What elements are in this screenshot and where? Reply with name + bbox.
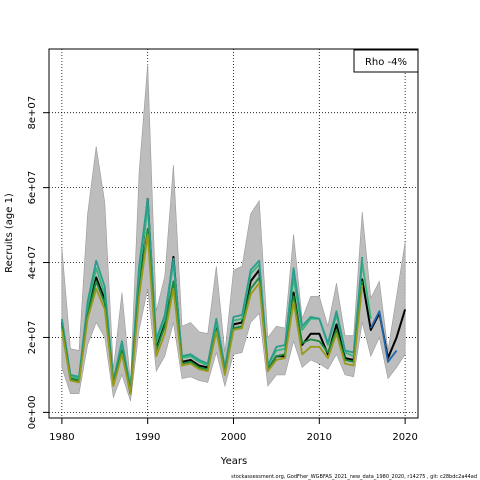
ci-band [61, 63, 406, 402]
series-line [60, 233, 364, 395]
y-tick-label: 4e+07 [27, 246, 38, 280]
x-tick-label: 1980 [49, 432, 74, 443]
y-axis-title: Recruits (age 1) [4, 193, 15, 273]
legend-frame [353, 49, 419, 73]
legend-box: Rho -4% [353, 49, 419, 73]
y-tick-label: 2e+07 [27, 321, 38, 355]
x-tick-label: 1990 [135, 432, 160, 443]
x-tick-label: 2020 [392, 432, 417, 443]
confidence-band [61, 63, 406, 402]
y-tick-label: 6e+07 [27, 171, 38, 205]
y-tick-label: 8e+07 [27, 96, 38, 130]
x-tick-label: 2010 [307, 432, 332, 443]
y-tick-label: 0e+00 [27, 396, 38, 430]
x-tick-label: 2000 [221, 432, 246, 443]
series-line [369, 310, 398, 363]
footer-text: stockassessment.org, GodFher_WGBFAS_2021… [231, 474, 477, 480]
x-axis-title: Years [220, 456, 247, 467]
y-axis: 0e+00 2e+07 4e+07 6e+07 8e+07 [27, 96, 49, 429]
legend-label: Rho -4% [365, 57, 407, 68]
series-lines [60, 197, 407, 395]
x-axis: 1980 1990 2000 2010 2020 [49, 418, 418, 443]
